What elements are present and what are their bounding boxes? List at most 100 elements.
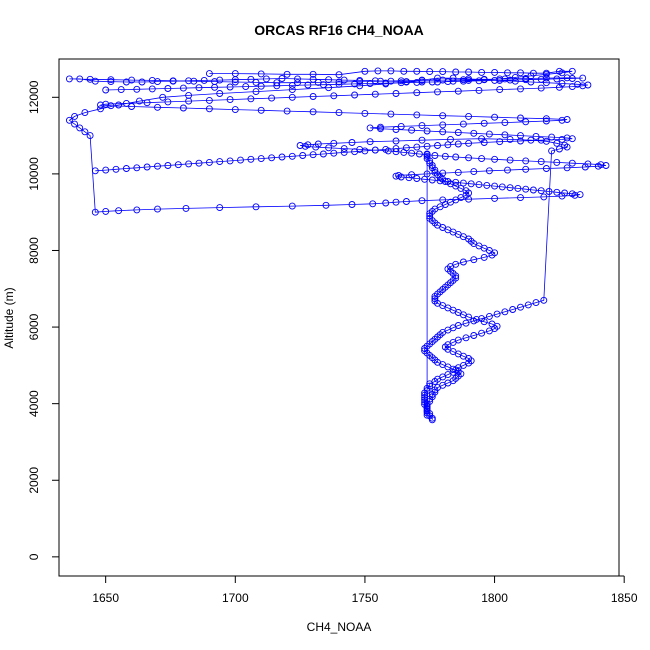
data-point (522, 157, 530, 165)
data-point (527, 136, 535, 144)
data-point (537, 187, 545, 195)
data-point (459, 258, 467, 266)
data-point (402, 144, 410, 152)
data-point (439, 169, 447, 177)
data-point (506, 76, 514, 84)
data-point (371, 90, 379, 98)
data-point (452, 153, 460, 161)
data-point (179, 84, 187, 92)
data-point (475, 181, 483, 189)
data-point (563, 116, 571, 123)
data-point (522, 185, 530, 193)
data-point (431, 297, 439, 305)
data-point (517, 194, 524, 202)
data-point (491, 182, 499, 190)
data-point (480, 253, 488, 261)
data-point (529, 186, 537, 194)
data-point (102, 100, 110, 108)
data-point (397, 173, 405, 181)
data-point (413, 67, 421, 75)
data-point (496, 86, 504, 94)
data-point (195, 84, 203, 92)
data-point (102, 166, 110, 174)
data-point (309, 70, 317, 78)
data-point (491, 76, 499, 84)
data-point (107, 76, 115, 84)
data-point (319, 81, 327, 89)
data-point (91, 208, 99, 216)
data-point (122, 99, 130, 107)
data-point (478, 68, 486, 76)
data-point (563, 134, 571, 142)
data-point (537, 136, 545, 144)
data-point (553, 158, 561, 166)
data-point (402, 198, 410, 205)
data-point (542, 115, 550, 123)
data-point (252, 203, 260, 211)
data-point (382, 199, 390, 207)
data-point (423, 151, 431, 159)
data-point (296, 142, 304, 149)
data-point (470, 129, 478, 137)
data-point (501, 131, 509, 139)
data-point (371, 77, 379, 85)
data-point (465, 154, 473, 162)
data-point (465, 112, 473, 120)
data-point (478, 329, 486, 337)
x-tick-label: 1750 (352, 591, 379, 605)
data-point (454, 168, 462, 176)
data-point (423, 404, 431, 412)
data-point (475, 77, 483, 85)
data-point (504, 69, 511, 77)
data-point (434, 142, 441, 149)
data-point (542, 70, 550, 78)
data-point (185, 97, 193, 105)
data-point (278, 153, 286, 161)
data-point (205, 105, 213, 113)
data-point (426, 68, 434, 76)
data-point (81, 109, 89, 117)
data-point (283, 70, 291, 78)
data-point (154, 78, 161, 86)
data-point (107, 78, 115, 86)
data-point (143, 99, 151, 107)
data-point (257, 155, 265, 163)
data-point (488, 320, 496, 328)
data-point (252, 78, 260, 86)
data-point (439, 112, 447, 120)
data-point (462, 334, 470, 342)
data-point (459, 120, 467, 128)
data-point (135, 97, 143, 105)
data-point (454, 322, 462, 329)
data-point (558, 69, 566, 77)
data-point (452, 260, 460, 268)
data-point (421, 394, 429, 401)
data-point (71, 112, 79, 120)
data-point (200, 76, 208, 84)
data-point (322, 201, 330, 209)
data-point (257, 106, 265, 114)
data-point (434, 88, 441, 96)
data-point (392, 172, 400, 180)
data-point (273, 82, 281, 90)
data-point (182, 204, 190, 212)
data-point (579, 82, 587, 90)
data-point (335, 109, 343, 117)
data-point (423, 142, 431, 150)
data-point (428, 176, 436, 184)
data-point (405, 174, 413, 182)
data-point (470, 168, 478, 176)
y-tick-label: 6000 (27, 313, 41, 340)
data-point (542, 74, 550, 82)
data-point (568, 83, 576, 91)
series-line (68, 77, 607, 420)
data-point (423, 170, 431, 178)
data-point (485, 130, 493, 138)
data-point (216, 90, 224, 97)
data-point (335, 80, 343, 88)
data-point (392, 148, 400, 156)
data-point (506, 184, 514, 192)
data-point (374, 67, 382, 75)
data-point (138, 78, 146, 86)
